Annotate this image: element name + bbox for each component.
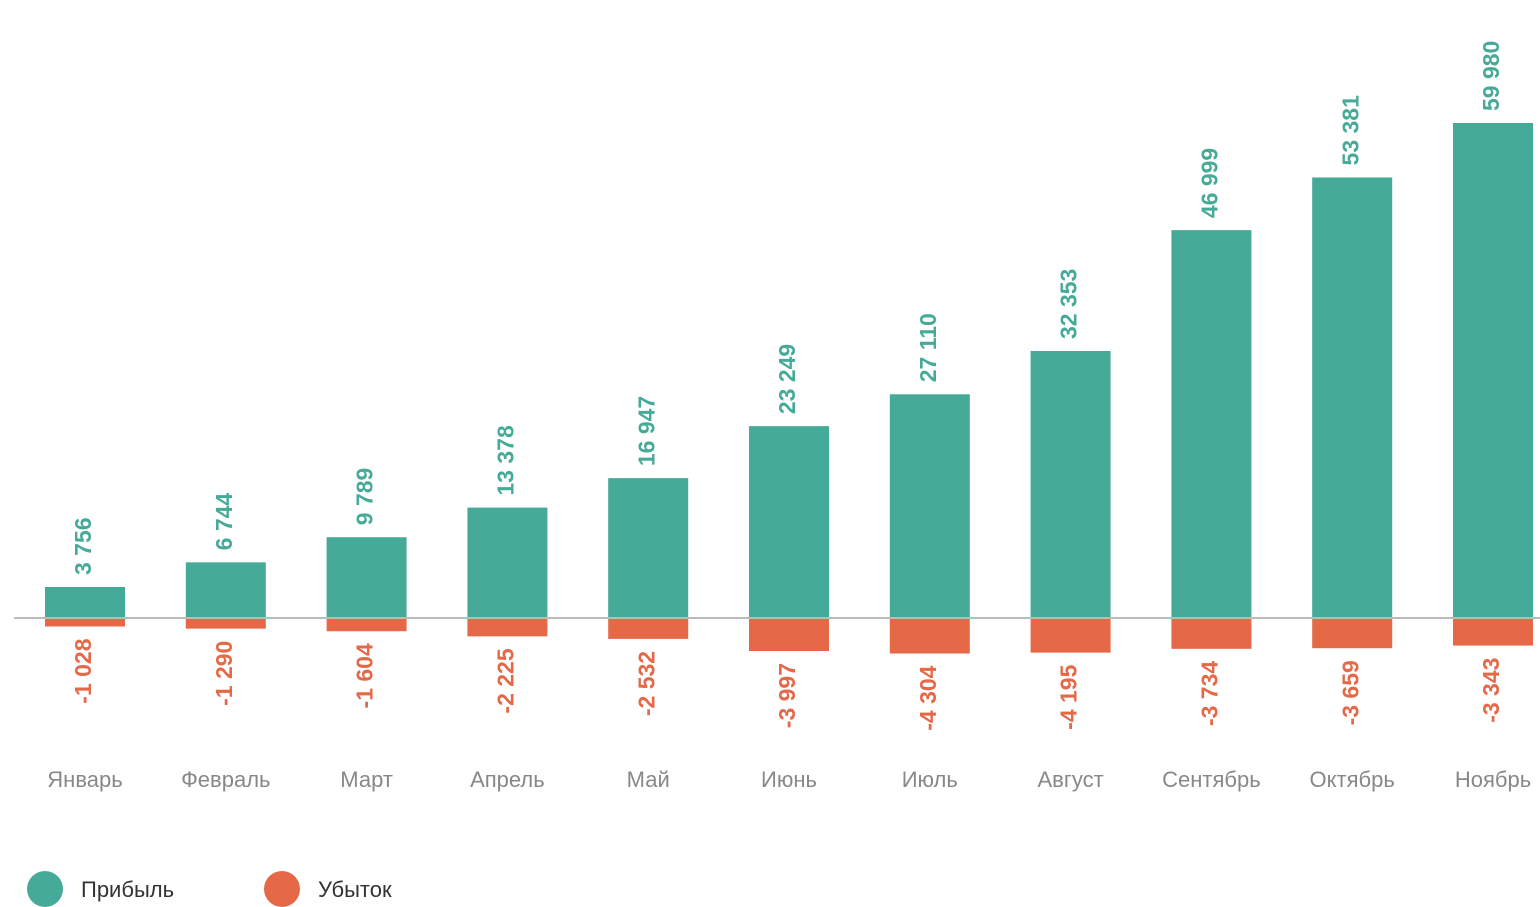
bar: [1312, 618, 1393, 649]
value-label: -1 604: [352, 643, 378, 708]
value-label: 59 980: [1478, 41, 1504, 111]
value-label: -3 997: [774, 663, 800, 728]
x-tick-label: Июнь: [761, 767, 817, 792]
value-label: 23 249: [774, 344, 800, 414]
x-tick-label: Май: [627, 767, 670, 792]
legend-marker: [264, 871, 300, 907]
value-label: -3 734: [1196, 661, 1222, 726]
legend-marker: [27, 871, 63, 907]
value-label: 3 756: [70, 517, 96, 575]
bar: [467, 507, 548, 618]
bar: [889, 618, 970, 654]
value-label: -3 659: [1337, 660, 1363, 725]
bar: [749, 426, 829, 618]
bar: [889, 394, 970, 618]
value-label: 46 999: [1196, 148, 1222, 218]
value-label: -2 225: [492, 648, 518, 713]
x-tick-label: Январь: [47, 767, 122, 792]
x-tick-label: Ноябрь: [1455, 767, 1531, 792]
value-label: -3 343: [1478, 658, 1504, 723]
x-tick-label: Октябрь: [1310, 767, 1395, 792]
x-tick-label: Сентябрь: [1162, 767, 1261, 792]
bar: [45, 618, 125, 627]
bar: [185, 618, 266, 629]
legend-label: Убыток: [318, 877, 392, 902]
bar: [608, 478, 689, 618]
bar: [749, 618, 829, 651]
bar: [1312, 177, 1393, 618]
bar: [608, 618, 689, 639]
value-label: 27 110: [915, 313, 941, 382]
legend-label: Прибыль: [81, 877, 174, 902]
bar: [326, 537, 407, 618]
x-tick-label: Июль: [902, 767, 958, 792]
x-tick-label: Август: [1037, 767, 1103, 792]
x-tick-label: Март: [340, 767, 393, 792]
bar: [1453, 618, 1533, 646]
value-label: 53 381: [1337, 95, 1363, 166]
x-tick-label: Февраль: [181, 767, 270, 792]
value-label: -4 195: [1056, 664, 1082, 729]
value-label: 13 378: [492, 425, 518, 496]
value-label: 16 947: [633, 396, 659, 466]
bar: [326, 618, 407, 632]
bar: [45, 587, 125, 618]
value-label: 6 744: [211, 493, 237, 551]
value-label: 32 353: [1056, 269, 1082, 339]
value-label: 9 789: [352, 468, 378, 526]
bar: [467, 618, 548, 637]
bar: [1171, 230, 1252, 618]
bar: [1453, 123, 1533, 618]
x-tick-label: Апрель: [470, 767, 545, 792]
value-label: -2 532: [633, 651, 659, 716]
bar: [1030, 350, 1111, 618]
bar: [185, 562, 266, 618]
value-label: -4 304: [915, 665, 941, 730]
bar: [1171, 618, 1252, 649]
bar: [1030, 618, 1111, 653]
value-label: -1 290: [211, 641, 237, 706]
value-label: -1 028: [70, 638, 96, 703]
